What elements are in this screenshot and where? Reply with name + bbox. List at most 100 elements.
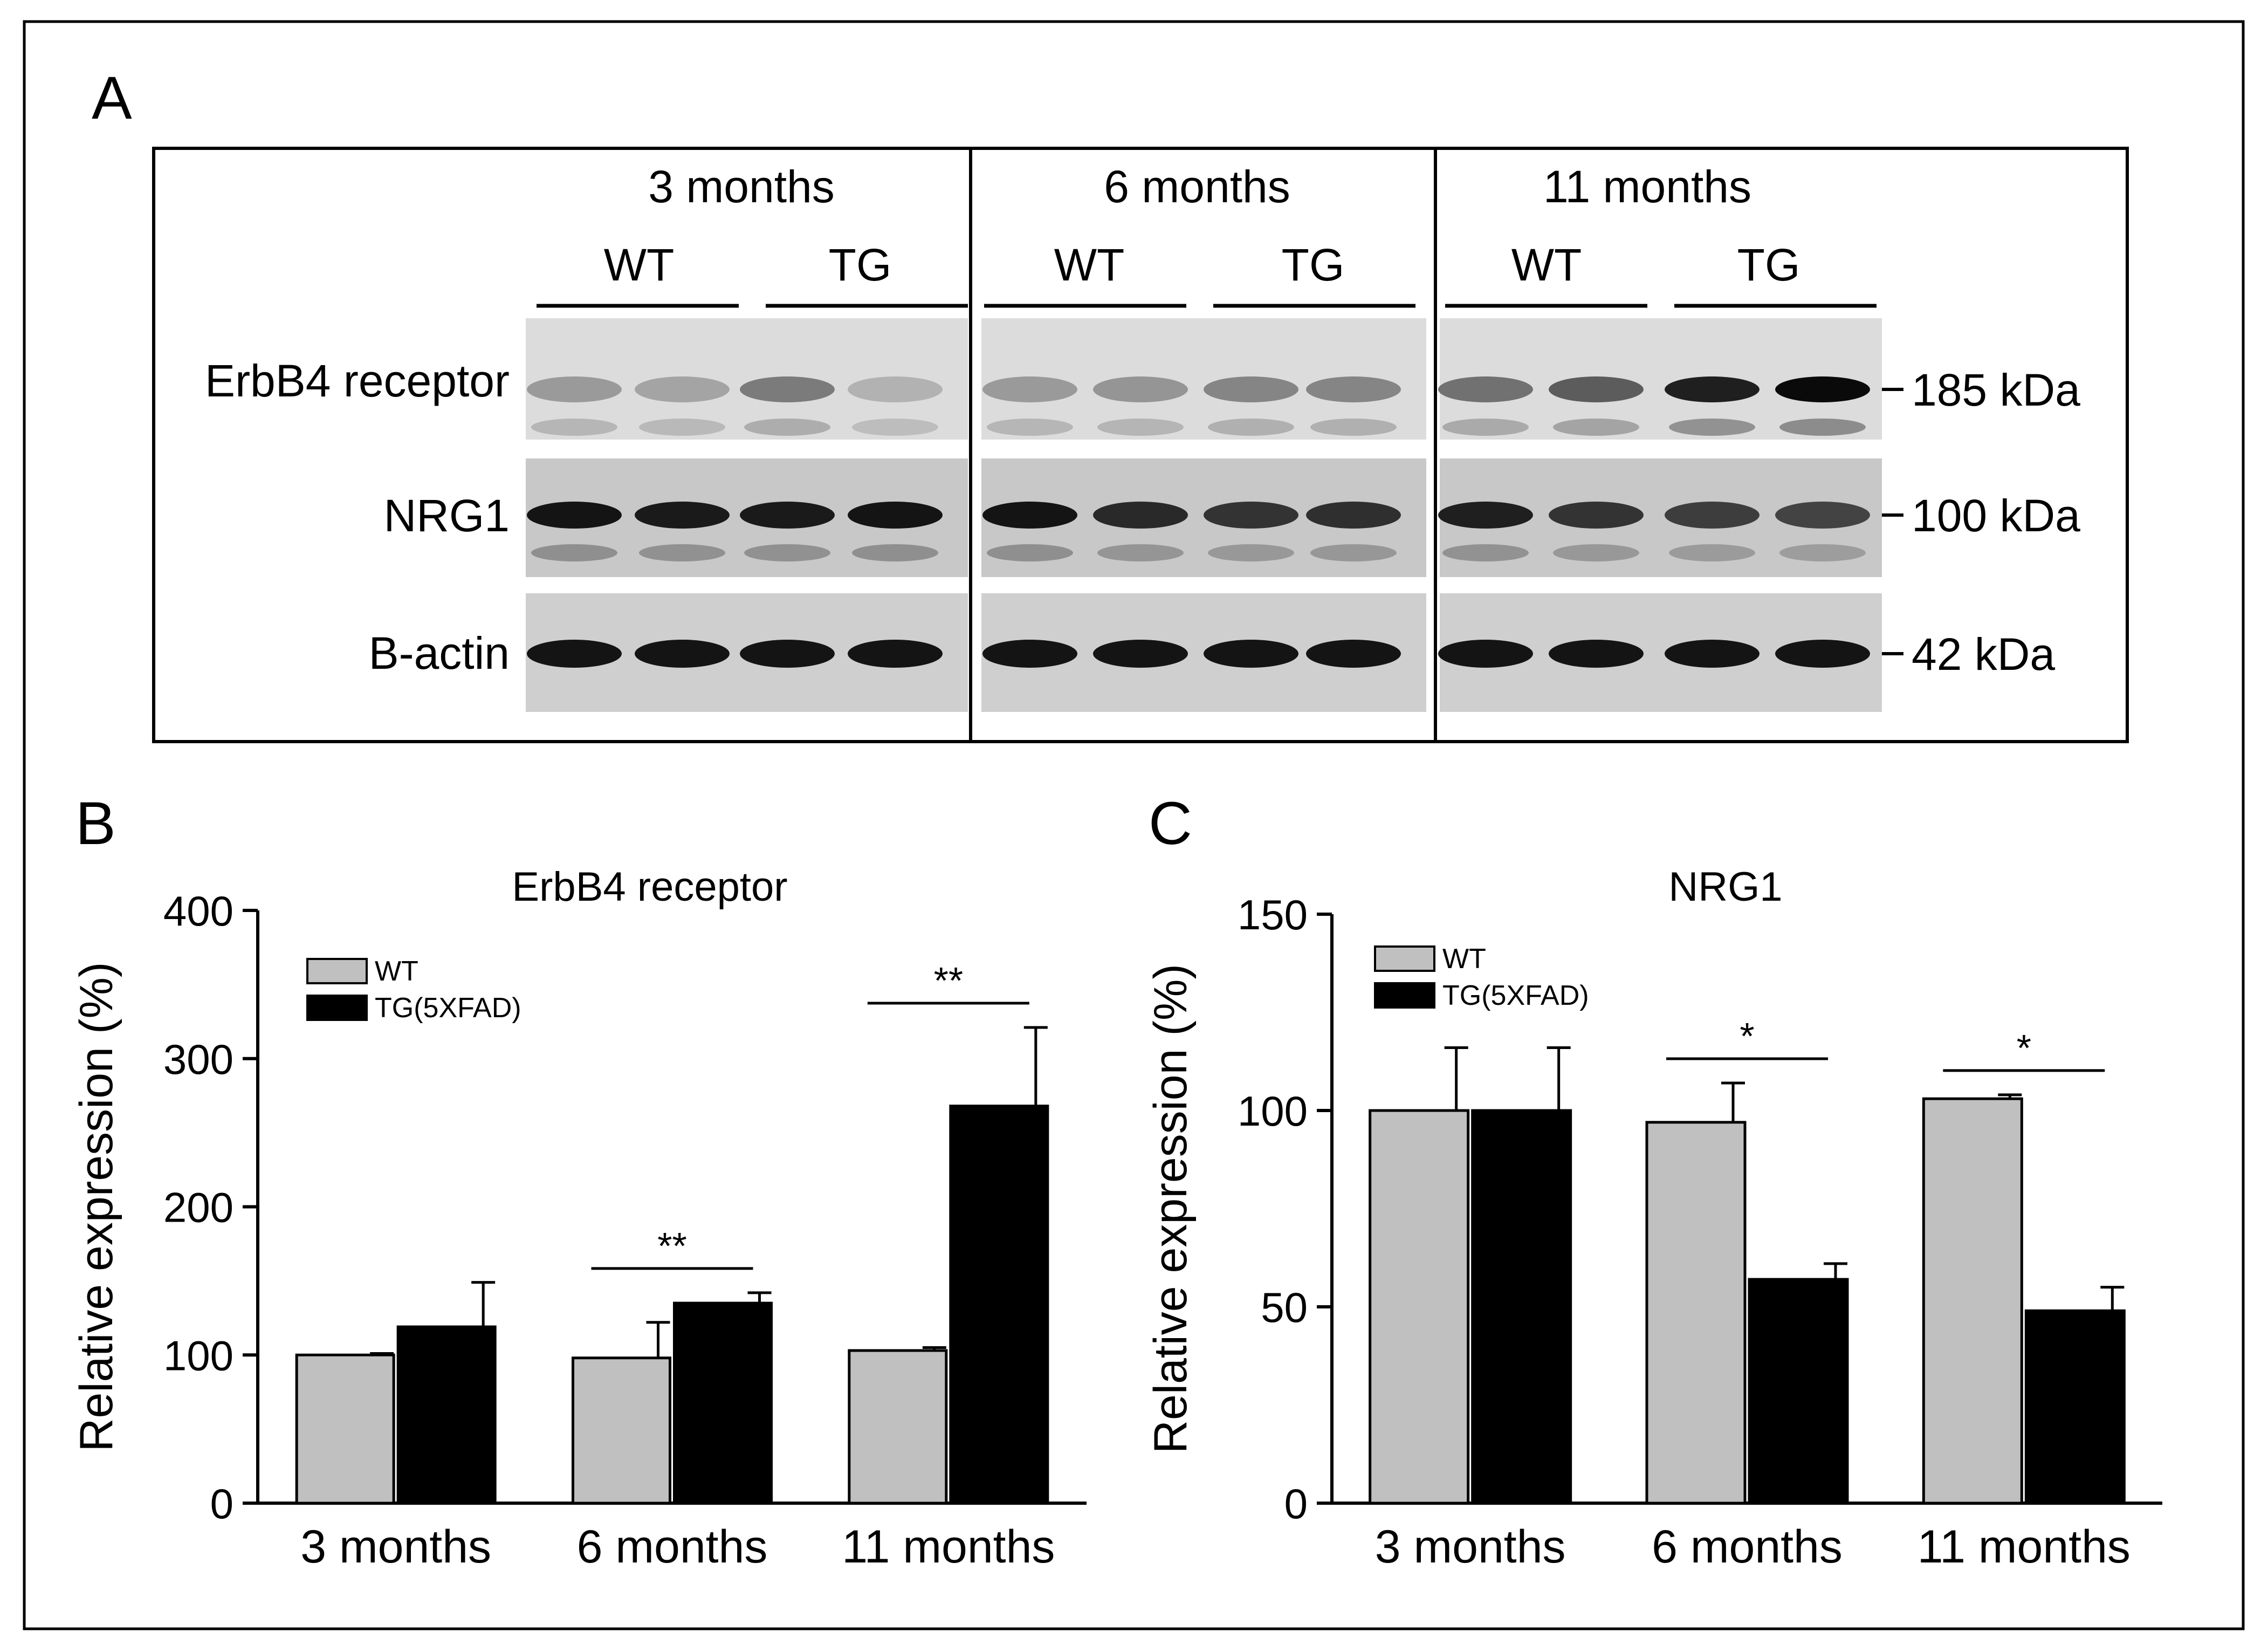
lane-label-wt: WT: [1054, 239, 1125, 290]
size-label-100: 100 kDa: [1912, 490, 2080, 541]
blot-band: [848, 502, 943, 529]
legend-label: TG(5XFAD): [1442, 980, 1589, 1011]
y-tick-label: 0: [1284, 1480, 1308, 1527]
bar-wt: [1369, 1109, 1470, 1505]
blot-row-label-nrg1: NRG1: [384, 490, 510, 541]
x-tick-label: 11 months: [842, 1521, 1055, 1573]
blot-band: [1438, 376, 1533, 402]
y-axis-label: Relative expression (%): [1145, 964, 1197, 1454]
bar-tg: [673, 1301, 773, 1505]
blot-band-faint: [1208, 419, 1294, 436]
blot-band-faint: [531, 419, 617, 436]
blot-band: [982, 376, 1077, 402]
blot-band: [982, 502, 1077, 529]
bar-wt: [1645, 1121, 1747, 1505]
legend-swatch: [1374, 982, 1435, 1009]
blot-band: [1438, 502, 1533, 529]
blot-band: [635, 376, 730, 402]
blot-band: [740, 502, 835, 529]
bar-tg: [2024, 1309, 2126, 1505]
blot-band-faint: [852, 419, 938, 436]
legend-label: TG(5XFAD): [375, 992, 521, 1024]
lane-label-tg: TG: [1282, 239, 1345, 290]
y-tick-label: 300: [163, 1036, 233, 1083]
legend-swatch: [306, 995, 368, 1021]
size-label-185: 185 kDa: [1912, 365, 2080, 415]
blot-band-faint: [1208, 544, 1294, 561]
group-title-11-months: 11 months: [1543, 161, 1751, 212]
figure-frame: [23, 20, 2245, 1630]
x-tick-label: 11 months: [1918, 1521, 2130, 1573]
bar-wt: [295, 1353, 395, 1505]
lane-label-wt: WT: [1511, 239, 1582, 290]
blot-band-faint: [744, 544, 830, 561]
blot-band-faint: [639, 544, 725, 561]
blot-band: [1306, 376, 1401, 402]
blot-band: [1549, 502, 1644, 529]
significance-marker: **: [934, 959, 963, 1002]
blot-band-faint: [639, 419, 725, 436]
blot-band-faint: [1442, 419, 1529, 436]
panel-label: B: [75, 790, 116, 857]
blot-band: [1775, 640, 1870, 668]
lane-label-tg: TG: [1737, 239, 1800, 290]
bar-tg: [949, 1105, 1049, 1505]
blot-band-faint: [1553, 544, 1639, 561]
legend-swatch: [306, 958, 368, 984]
y-axis-label: Relative expression (%): [71, 962, 122, 1451]
significance-marker: *: [1740, 1015, 1754, 1057]
blot-band: [1665, 376, 1760, 402]
blot-band: [1306, 502, 1401, 529]
group-title-6-months: 6 months: [1104, 161, 1290, 212]
x-tick-label: 6 months: [577, 1521, 768, 1573]
y-tick-label: 400: [163, 887, 233, 935]
bar-tg: [1471, 1109, 1572, 1505]
blot-band: [1438, 640, 1533, 668]
bar-wt: [572, 1356, 671, 1505]
blot-band-faint: [1442, 544, 1529, 561]
blot-band: [1775, 376, 1870, 402]
blot-band: [1306, 640, 1401, 668]
blot-band: [740, 640, 835, 668]
blot-row-label-b-actin: B-actin: [369, 628, 510, 678]
blot-band: [1775, 502, 1870, 529]
blot-band: [982, 640, 1077, 668]
blot-band-faint: [1779, 544, 1866, 561]
panel-a-western-blot: A 3 months 6 months 11 months WT TG WT T…: [92, 64, 2129, 743]
y-tick-label: 0: [210, 1480, 233, 1527]
x-tick-label: 6 months: [1652, 1521, 1843, 1573]
blot-band-faint: [1779, 419, 1866, 436]
panel-a-label: A: [92, 64, 132, 132]
y-tick-label: 100: [163, 1332, 233, 1379]
chart-c-nrg1: C NRG1 Relative expression (%) 0 50 100 150 3 m…: [1145, 790, 2162, 1573]
bar-tg: [1748, 1278, 1849, 1505]
blot-band: [1204, 502, 1298, 529]
blot-band: [1093, 376, 1188, 402]
blot-band-faint: [1097, 419, 1184, 436]
blot-row-label-erbb4: ErbB4 receptor: [205, 355, 510, 406]
bar-wt: [1922, 1097, 2023, 1505]
blot-band: [1549, 376, 1644, 402]
blot-band: [1665, 502, 1760, 529]
blot-band-faint: [744, 419, 830, 436]
x-tick-label: 3 months: [1375, 1521, 1566, 1573]
blot-band: [1093, 640, 1188, 668]
blot-band-faint: [1097, 544, 1184, 561]
blot-band-faint: [1669, 419, 1755, 436]
bar-tg: [396, 1325, 497, 1505]
size-label-42: 42 kDa: [1912, 629, 2055, 680]
blot-band-faint: [1310, 544, 1397, 561]
blot-band: [527, 376, 622, 402]
bar-wt: [848, 1349, 948, 1505]
panel-label: C: [1149, 790, 1192, 857]
blot-band: [1093, 502, 1188, 529]
blot-band-faint: [987, 419, 1073, 436]
blot-band-faint: [1669, 544, 1755, 561]
blot-band-faint: [531, 544, 617, 561]
legend-swatch: [1374, 945, 1435, 972]
significance-marker: **: [657, 1225, 686, 1267]
lane-label-wt: WT: [604, 239, 675, 290]
blot-band: [848, 640, 943, 668]
y-tick-label: 200: [163, 1184, 233, 1231]
